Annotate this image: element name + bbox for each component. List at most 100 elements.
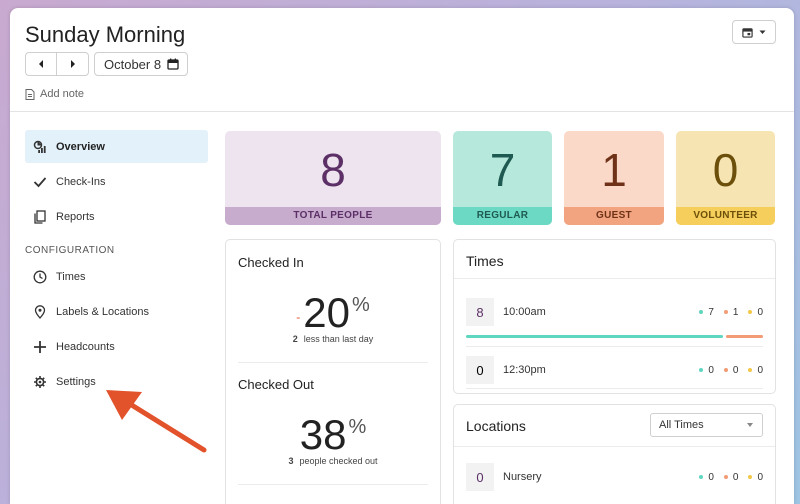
checked-in-out-card: Checked In - 20 % 2 less than last day Ch…	[225, 239, 441, 504]
add-note-label: Add note	[40, 88, 85, 100]
time-count: 8	[466, 298, 494, 326]
calendar-dropdown-button[interactable]	[732, 20, 776, 44]
divider	[238, 484, 428, 485]
volunteer-stat: 0 VOLUNTEER	[676, 131, 775, 225]
sidebar-item-headcounts[interactable]: Headcounts	[25, 330, 208, 363]
sidebar-item-label: Headcounts	[56, 340, 115, 353]
guest-count: 0	[723, 472, 738, 483]
volunteer-dot-icon	[748, 475, 753, 479]
decrease-indicator-icon: -	[296, 310, 301, 324]
times-card: Times 8 10:00am 7 1 0 0 12:30pm 0 0 0	[453, 239, 776, 394]
times-filter-select[interactable]: All Times	[650, 413, 763, 437]
time-row-10am[interactable]: 8 10:00am 7 1 0	[466, 298, 763, 326]
location-count: 0	[466, 463, 494, 491]
plus-icon	[33, 340, 47, 354]
page-header: Sunday Morning October 8 Add note	[10, 8, 794, 112]
sidebar-item-label: Reports	[56, 210, 95, 223]
checked-out-detail: 3 people checked out	[226, 456, 440, 466]
time-breakdown: 7 1 0	[699, 307, 763, 318]
gear-icon	[33, 375, 47, 389]
regular-dot-icon	[699, 368, 704, 372]
regular-count: 0	[699, 472, 714, 483]
time-progress-bar	[466, 335, 763, 338]
delta-text: less than last day	[303, 334, 374, 344]
divider	[466, 346, 763, 347]
regular-dot-icon	[699, 475, 704, 479]
regular-dot-icon	[699, 310, 704, 314]
locations-title: Locations	[466, 418, 526, 434]
sidebar-item-times[interactable]: Times	[25, 260, 208, 293]
sidebar-item-settings[interactable]: Settings	[25, 365, 208, 398]
overview-icon	[33, 140, 47, 154]
time-label: 12:30pm	[503, 364, 546, 376]
sidebar: Overview Check-Ins Reports CONFIGURATION…	[25, 130, 208, 400]
volunteer-count: 0	[748, 365, 763, 376]
stat-value: 8	[320, 144, 346, 196]
percent-value: 20	[303, 289, 350, 336]
sidebar-item-overview[interactable]: Overview	[25, 130, 208, 163]
stat-value: 0	[712, 144, 739, 196]
guest-dot-icon	[723, 368, 728, 372]
divider	[454, 446, 775, 447]
location-label: Nursery	[503, 471, 542, 483]
stat-value: 1	[601, 144, 627, 196]
time-row-1230pm[interactable]: 0 12:30pm 0 0 0	[466, 356, 763, 384]
sidebar-item-label: Settings	[56, 375, 96, 388]
date-label: October 8	[104, 56, 162, 72]
sidebar-item-label: Times	[56, 270, 86, 283]
checked-in-percent: - 20 %	[226, 292, 440, 334]
chevron-down-icon	[759, 30, 766, 34]
delta-count: 2	[292, 334, 298, 344]
checked-in-delta: 2 less than last day	[226, 334, 440, 344]
time-label: 10:00am	[503, 306, 546, 318]
sidebar-item-reports[interactable]: Reports	[25, 200, 208, 233]
stat-label: REGULAR	[453, 207, 552, 225]
guest-dot-icon	[723, 310, 728, 314]
sidebar-item-labels-locations[interactable]: Labels & Locations	[25, 295, 208, 328]
date-nav	[25, 52, 89, 76]
clock-icon	[33, 270, 47, 284]
time-breakdown: 0 0 0	[699, 365, 763, 376]
volunteer-dot-icon	[748, 368, 753, 372]
location-breakdown: 0 0 0	[699, 472, 763, 483]
calendar-icon	[167, 58, 179, 70]
add-note-link[interactable]: Add note	[25, 88, 84, 100]
date-picker-button[interactable]: October 8	[94, 52, 189, 76]
chevron-down-icon	[747, 423, 753, 427]
previous-day-button[interactable]	[25, 52, 57, 76]
page-title: Sunday Morning	[25, 22, 186, 47]
total-people-stat: 8 TOTAL PEOPLE	[225, 131, 441, 225]
caret-left-icon	[39, 60, 43, 68]
sidebar-item-label: Labels & Locations	[56, 305, 149, 318]
next-day-button[interactable]	[57, 52, 89, 76]
regular-progress	[466, 335, 724, 338]
location-pin-icon	[33, 304, 47, 319]
sidebar-item-label: Overview	[56, 140, 105, 153]
location-row-nursery[interactable]: 0 Nursery 0 0 0	[466, 463, 763, 491]
checked-out-title: Checked Out	[238, 377, 314, 392]
divider	[454, 278, 775, 279]
regular-count: 0	[699, 365, 714, 376]
regular-count: 7	[699, 307, 714, 318]
volunteer-count: 0	[748, 307, 763, 318]
stat-label: TOTAL PEOPLE	[225, 207, 441, 225]
guest-stat: 1 GUEST	[564, 131, 664, 225]
divider	[238, 362, 428, 363]
checked-out-text: people checked out	[299, 456, 378, 466]
checked-in-title: Checked In	[238, 255, 304, 270]
stat-value: 7	[489, 144, 516, 196]
regular-stat: 7 REGULAR	[453, 131, 552, 225]
percent-value: 38	[299, 411, 347, 458]
caret-right-icon	[70, 60, 75, 68]
checked-out-percent: 38 %	[226, 414, 440, 456]
select-value: All Times	[659, 419, 704, 431]
times-title: Times	[466, 253, 504, 269]
volunteer-dot-icon	[748, 310, 753, 314]
sidebar-item-check-ins[interactable]: Check-Ins	[25, 165, 208, 198]
stat-label: GUEST	[564, 207, 664, 225]
percent-sign: %	[351, 294, 370, 316]
reports-icon	[33, 209, 47, 224]
sidebar-item-label: Check-Ins	[56, 175, 106, 188]
time-count: 0	[466, 356, 494, 384]
locations-card: Locations All Times 0 Nursery 0 0 0	[453, 404, 776, 504]
